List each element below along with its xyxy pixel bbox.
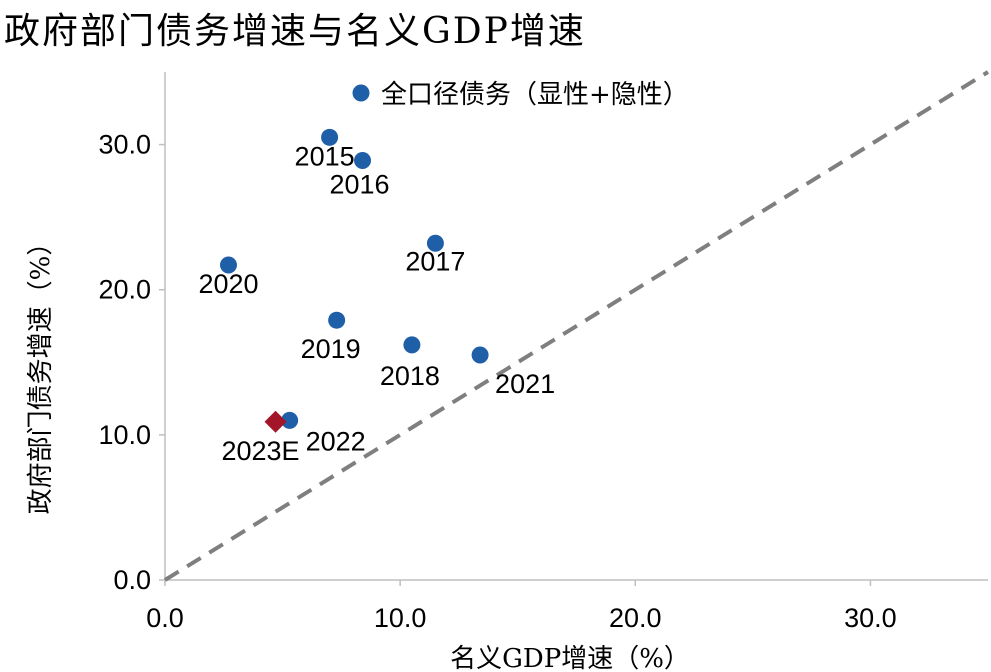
point-label: 2017 <box>405 246 465 276</box>
legend: 全口径债务（显性+隐性） <box>352 80 689 110</box>
legend-label: 全口径债务（显性+隐性） <box>381 80 689 110</box>
x-axis-title: 名义GDP增速（%） <box>450 644 690 672</box>
data-point <box>426 234 444 252</box>
point-label: 2018 <box>380 361 440 391</box>
y-tick-label: 20.0 <box>98 275 151 305</box>
data-point <box>354 152 372 170</box>
data-point <box>321 128 339 146</box>
y-tick-label: 10.0 <box>98 420 151 450</box>
x-tick-label: 20.0 <box>609 603 662 633</box>
y-axis-title: 政府部门债务增速（%） <box>26 230 56 515</box>
point-label: 2019 <box>301 334 361 364</box>
data-point-diamond <box>264 410 287 433</box>
reference-line-layer <box>163 70 990 582</box>
point-label: 2021 <box>495 369 555 399</box>
points-layer <box>219 128 489 433</box>
data-point <box>281 411 299 429</box>
axes: 0.0 10.0 20.0 30.0 0.0 10.0 20.0 30.0 <box>98 72 988 633</box>
data-point <box>471 346 489 364</box>
x-tick-label: 30.0 <box>844 603 897 633</box>
data-point <box>403 336 421 354</box>
point-label: 2022 <box>306 426 366 456</box>
y-tick-label: 0.0 <box>113 565 151 595</box>
data-point <box>219 256 237 274</box>
point-label: 2015 <box>295 141 355 171</box>
point-label: 2020 <box>198 269 258 299</box>
chart-title: 政府部门债务增速与名义GDP增速 <box>4 11 586 52</box>
x-tick-label: 10.0 <box>374 603 427 633</box>
point-label: 2016 <box>329 170 389 200</box>
x-tick-label: 0.0 <box>146 603 184 633</box>
point-label: 2023E <box>221 436 299 466</box>
data-point <box>328 311 346 329</box>
reference-line <box>163 70 990 582</box>
y-tick-label: 30.0 <box>98 130 151 160</box>
legend-marker <box>352 84 370 102</box>
